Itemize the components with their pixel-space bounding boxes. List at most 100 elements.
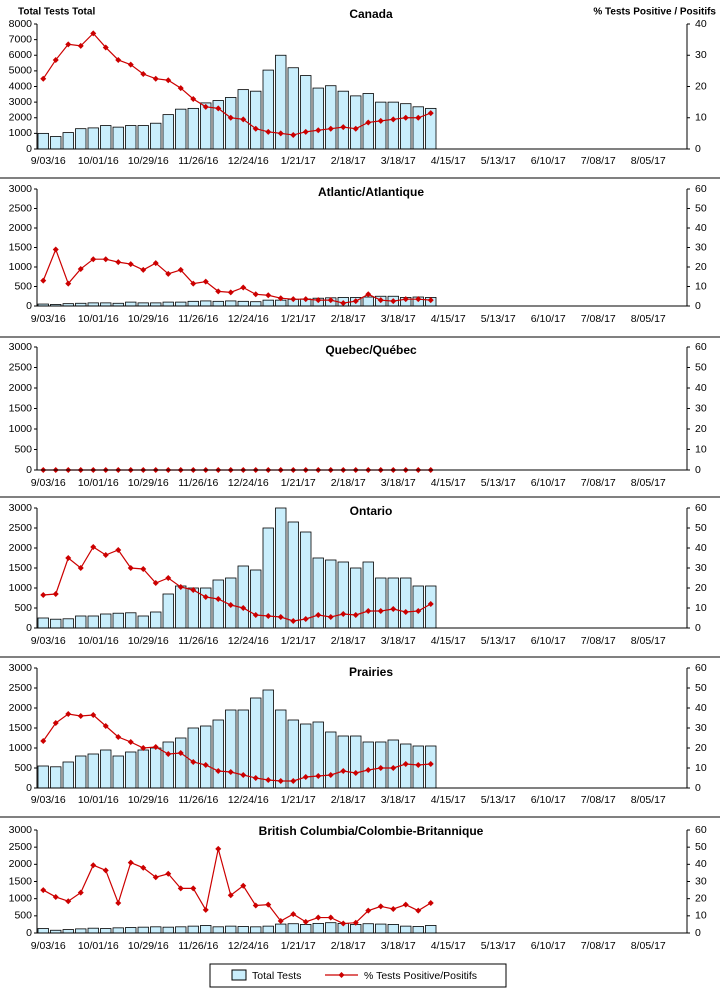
x-tick-label: 11/26/16 [178, 794, 218, 806]
x-tick-label: 5/13/17 [481, 940, 516, 952]
y2-tick-label: 10 [695, 910, 707, 922]
x-tick-label: 9/03/16 [31, 940, 66, 952]
line-marker [115, 547, 122, 553]
y-tick-label: 5000 [9, 65, 33, 77]
y2-tick-label: 30 [695, 49, 707, 61]
line-marker [127, 859, 134, 866]
chart-title: Quebec/Québec [325, 343, 417, 357]
bar [162, 926, 174, 934]
bar [87, 927, 99, 934]
x-tick-label: 10/01/16 [78, 635, 119, 647]
x-tick-label: 4/15/17 [431, 940, 466, 952]
bar [50, 618, 62, 629]
line-marker [277, 130, 284, 137]
line-marker [202, 278, 209, 285]
bar [237, 565, 249, 629]
bar [262, 299, 274, 307]
bar [125, 125, 137, 150]
line-marker [402, 114, 409, 121]
bar [412, 585, 424, 629]
bar [275, 923, 287, 934]
bar [112, 612, 124, 629]
bar [137, 125, 149, 150]
bar [237, 300, 249, 307]
x-tick-label: 7/08/17 [581, 635, 616, 647]
bar [87, 127, 99, 150]
line-marker [115, 899, 122, 906]
line-marker [52, 56, 59, 63]
y2-tick-label: 20 [695, 80, 707, 92]
line-marker [177, 85, 184, 92]
y-tick-label: 0 [26, 300, 32, 312]
chart-title: Atlantic/Atlantique [318, 185, 424, 199]
bar [225, 709, 237, 789]
legend-label: Total Tests [252, 970, 301, 982]
line-marker [140, 745, 147, 751]
line-marker [277, 295, 284, 302]
line-marker [402, 296, 409, 303]
bar [325, 85, 337, 150]
y2-tick-label: 20 [695, 582, 707, 594]
line-marker [215, 768, 222, 774]
x-tick-label: 2/18/17 [331, 635, 366, 647]
chart-title: Prairies [349, 665, 393, 679]
chart-panel: Quebec/Québec 0 500 1000 1500 2000 2500 3000 0 10… [9, 341, 707, 489]
line-marker [390, 606, 397, 612]
bar [337, 90, 349, 150]
chart-panel: British Columbia/Colombie-Britannique 0 50… [9, 824, 707, 952]
y2-tick-label: 30 [695, 875, 707, 887]
line-marker [290, 778, 297, 784]
y2-tick-label: 30 [695, 722, 707, 734]
line-marker [190, 280, 197, 287]
line-marker [52, 591, 59, 597]
x-tick-label: 4/15/17 [431, 477, 466, 489]
bar [200, 102, 212, 150]
y-tick-label: 1000 [9, 892, 33, 904]
line-marker [315, 914, 322, 921]
bar [262, 689, 274, 789]
line-marker [315, 773, 322, 779]
bar [125, 751, 137, 789]
y2-tick-label: 50 [695, 361, 707, 373]
line-marker [315, 612, 322, 618]
bar [212, 926, 224, 934]
bar [275, 507, 287, 629]
bar [262, 69, 274, 150]
line-marker [265, 292, 272, 299]
x-tick-label: 11/26/16 [178, 313, 218, 325]
line [42, 848, 432, 925]
x-tick-label: 11/26/16 [178, 635, 218, 647]
y2-tick-label: 60 [695, 341, 707, 353]
line-marker [215, 596, 222, 602]
line-marker [277, 614, 284, 620]
x-tick-label: 8/05/17 [631, 477, 666, 489]
y2-tick-label: 0 [695, 782, 701, 794]
y-tick-label: 1500 [9, 722, 33, 734]
line-marker [215, 845, 222, 852]
x-tick-label: 12/24/16 [228, 635, 269, 647]
x-tick-label: 6/10/17 [531, 635, 566, 647]
bar [275, 709, 287, 789]
line-marker [40, 887, 47, 894]
bar [187, 300, 199, 307]
y-tick-label: 0 [26, 622, 32, 634]
line-marker [252, 612, 259, 618]
line-marker [302, 128, 309, 135]
bar [87, 615, 99, 629]
line-marker [327, 125, 334, 132]
x-tick-label: 10/01/16 [78, 477, 119, 489]
x-tick-label: 2/18/17 [331, 794, 366, 806]
line-marker [402, 761, 409, 767]
bar [362, 923, 374, 934]
y2-tick-label: 0 [695, 927, 701, 939]
x-tick-label: 10/01/16 [78, 155, 119, 167]
y-tick-label: 3000 [9, 662, 33, 674]
chart-panel: Atlantic/Atlantique050010001500200025003… [9, 183, 707, 325]
line-marker [152, 580, 159, 586]
y2-tick-label: 10 [695, 762, 707, 774]
line-marker [177, 750, 184, 756]
line-marker [277, 917, 284, 924]
bar [400, 577, 412, 629]
y2-tick-label: 10 [695, 280, 707, 292]
line-marker [40, 75, 47, 82]
